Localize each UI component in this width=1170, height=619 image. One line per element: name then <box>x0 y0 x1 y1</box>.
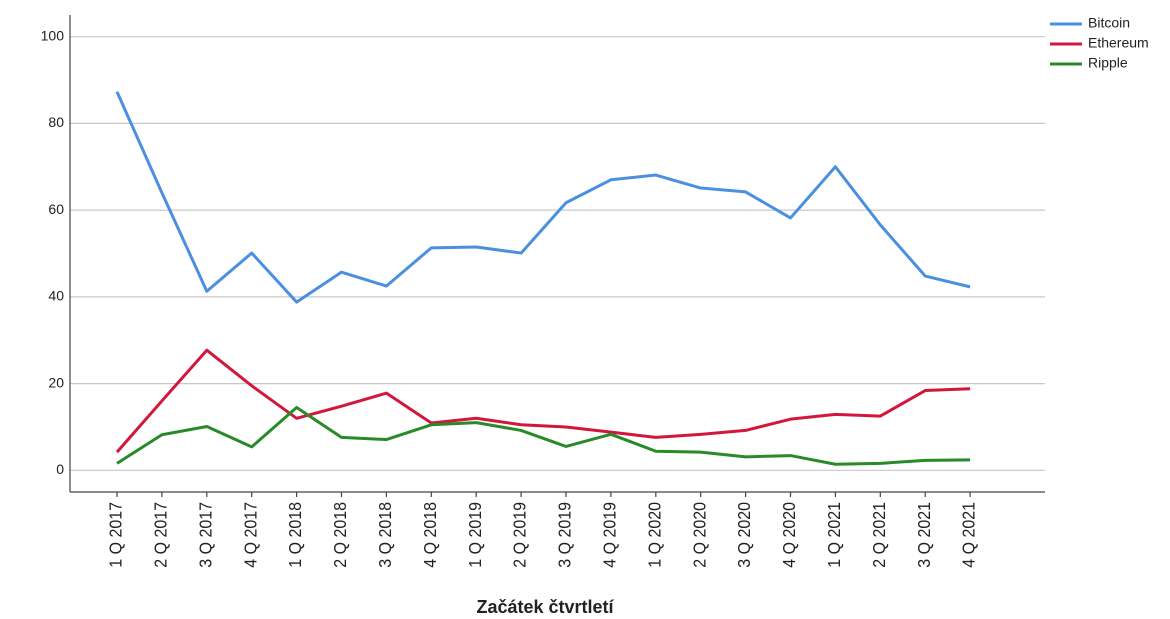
x-tick-label: 2 Q 2017 <box>151 502 171 568</box>
y-tick-label: 20 <box>48 374 64 390</box>
y-tick-label: 0 <box>56 461 64 477</box>
x-tick-label: 2 Q 2018 <box>330 502 350 568</box>
x-tick-label: 4 Q 2020 <box>779 502 799 568</box>
series-line <box>115 348 971 454</box>
x-tick-label: 2 Q 2021 <box>869 502 889 568</box>
x-tick-label: 1 Q 2017 <box>106 502 126 568</box>
x-tick-label: 4 Q 2019 <box>600 502 620 568</box>
x-tick-label: 1 Q 2019 <box>465 502 485 568</box>
x-tick-label: 3 Q 2017 <box>196 502 216 568</box>
x-tick-label: 2 Q 2020 <box>690 502 710 568</box>
series-line <box>115 91 971 304</box>
x-tick-label: 3 Q 2019 <box>555 502 575 568</box>
legend-label: Bitcoin <box>1088 15 1130 31</box>
x-tick-label: 1 Q 2018 <box>286 502 306 568</box>
x-tick-label: 3 Q 2020 <box>735 502 755 568</box>
x-tick-label: 3 Q 2021 <box>914 502 934 568</box>
y-tick-label: 100 <box>41 27 65 43</box>
x-axis-title: Začátek čtvrtletí <box>476 597 614 617</box>
x-tick-label: 4 Q 2021 <box>959 502 979 568</box>
x-tick-label: 1 Q 2021 <box>824 502 844 568</box>
legend-label: Ethereum <box>1088 35 1149 51</box>
series-line <box>116 405 971 466</box>
legend-label: Ripple <box>1088 55 1128 71</box>
x-tick-label: 4 Q 2018 <box>420 502 440 568</box>
y-tick-label: 60 <box>48 201 64 217</box>
x-tick-label: 4 Q 2017 <box>241 502 261 568</box>
x-tick-label: 3 Q 2018 <box>375 502 395 568</box>
y-tick-label: 80 <box>48 114 64 130</box>
x-tick-label: 2 Q 2019 <box>510 502 530 568</box>
x-tick-label: 1 Q 2020 <box>645 502 665 568</box>
y-tick-label: 40 <box>48 288 64 304</box>
